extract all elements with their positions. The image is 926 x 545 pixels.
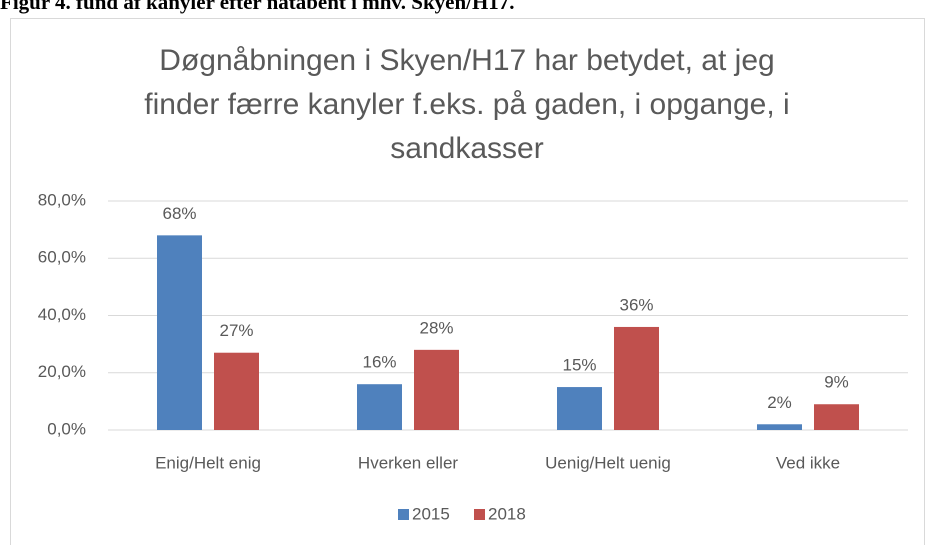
y-tick-label: 20,0% — [38, 362, 86, 381]
x-tick-label: Ved ikke — [776, 453, 840, 472]
bar — [214, 352, 259, 430]
bar — [757, 424, 802, 430]
y-tick-label: 60,0% — [38, 248, 86, 267]
value-label: 36% — [619, 295, 653, 314]
y-tick-label: 40,0% — [38, 305, 86, 324]
value-label: 27% — [219, 321, 253, 340]
legend-swatch — [474, 509, 485, 520]
chart-title: finder færre kanyler f.eks. på gaden, i … — [144, 88, 789, 121]
value-label: 15% — [562, 356, 596, 375]
legend-swatch — [398, 509, 409, 520]
legend-label: 2015 — [412, 504, 450, 523]
x-tick-label: Enig/Helt enig — [155, 453, 261, 472]
value-label: 9% — [824, 373, 849, 392]
bar — [357, 384, 402, 430]
value-label: 68% — [162, 204, 196, 223]
value-label: 16% — [362, 353, 396, 372]
y-tick-label: 0,0% — [47, 419, 86, 438]
value-label: 2% — [767, 393, 792, 412]
bar — [557, 387, 602, 430]
chart-title: Døgnåbningen i Skyen/H17 har betydet, at… — [159, 44, 774, 77]
x-tick-label: Uenig/Helt uenig — [545, 453, 671, 472]
caption: Figur 4. fund af kanyler efter natåbent … — [0, 0, 515, 14]
bar — [157, 235, 202, 430]
bar — [814, 404, 859, 430]
bar — [614, 326, 659, 430]
value-label: 28% — [419, 318, 453, 337]
x-tick-label: Hverken eller — [358, 453, 458, 472]
y-tick-label: 80,0% — [38, 190, 86, 209]
bar — [414, 349, 459, 430]
legend-label: 2018 — [488, 504, 526, 523]
chart-title: sandkasser — [390, 132, 543, 165]
